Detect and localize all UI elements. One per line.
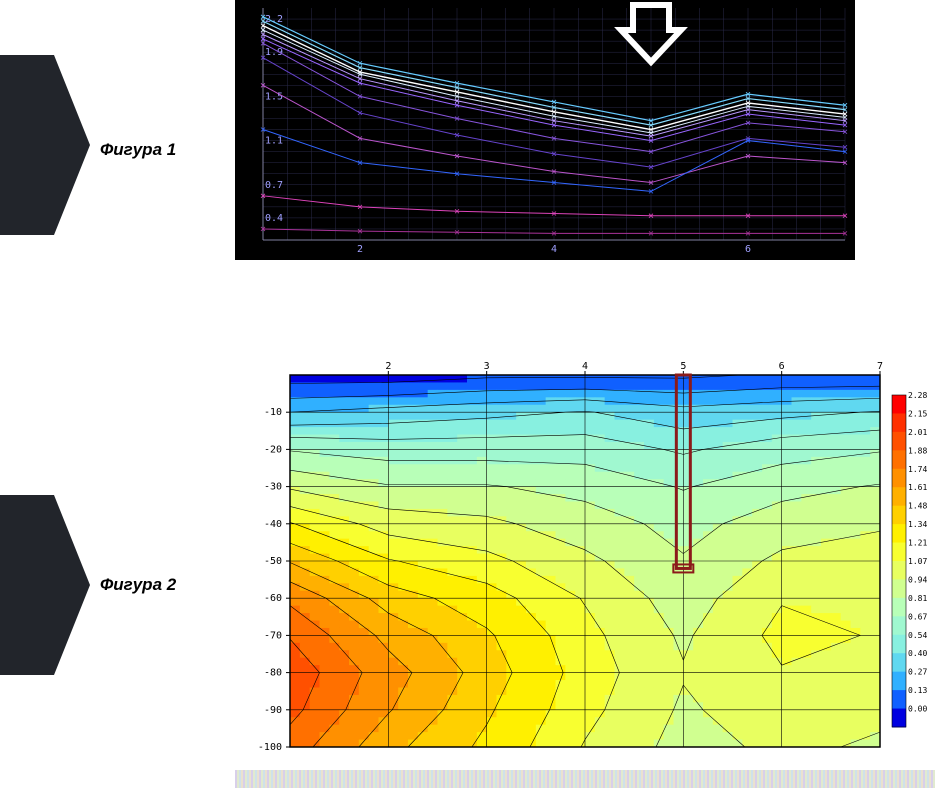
svg-text:-20: -20 (264, 444, 282, 455)
svg-text:1.88: 1.88 (908, 446, 927, 455)
svg-text:6: 6 (779, 361, 785, 372)
svg-text:3: 3 (484, 361, 490, 372)
heatmap-chart: 2 3 4 5 6 7 -10 -20 -30 -40 -50 -60 -70 -80 -90 -100 2.2… (235, 355, 935, 755)
svg-text:1.21: 1.21 (908, 539, 927, 548)
svg-text:-30: -30 (264, 482, 282, 493)
svg-text:0.7: 0.7 (265, 180, 283, 191)
svg-text:-40: -40 (264, 519, 282, 530)
svg-text:5: 5 (680, 361, 686, 372)
svg-text:1.07: 1.07 (908, 557, 927, 566)
svg-text:6: 6 (745, 244, 751, 255)
svg-text:7: 7 (877, 361, 883, 372)
svg-text:-80: -80 (264, 668, 282, 679)
svg-text:0.4: 0.4 (265, 213, 283, 224)
svg-text:0.54: 0.54 (908, 631, 927, 640)
svg-text:2.15: 2.15 (908, 409, 927, 418)
noise-strip (235, 770, 935, 788)
svg-text:-70: -70 (264, 630, 282, 641)
svg-text:0.67: 0.67 (908, 612, 927, 621)
pentagon-marker-1 (0, 55, 90, 235)
svg-text:1.1: 1.1 (265, 136, 283, 147)
svg-text:1.61: 1.61 (908, 483, 927, 492)
svg-text:0.00: 0.00 (908, 705, 927, 714)
svg-text:0.81: 0.81 (908, 594, 927, 603)
svg-text:1.48: 1.48 (908, 502, 927, 511)
svg-text:1.5: 1.5 (265, 91, 283, 102)
svg-text:1.74: 1.74 (908, 465, 927, 474)
svg-text:0.13: 0.13 (908, 686, 927, 695)
svg-text:-90: -90 (264, 705, 282, 716)
svg-text:2: 2 (357, 244, 363, 255)
svg-text:2.01: 2.01 (908, 428, 927, 437)
svg-text:0.40: 0.40 (908, 649, 927, 658)
svg-text:-50: -50 (264, 556, 282, 567)
svg-text:4: 4 (582, 361, 588, 372)
pentagon-marker-2 (0, 495, 90, 675)
figure-2-label: Фигура 2 (100, 575, 176, 595)
svg-text:0.94: 0.94 (908, 575, 927, 584)
svg-text:2.28: 2.28 (908, 391, 927, 400)
svg-text:-60: -60 (264, 593, 282, 604)
figure-1-label: Фигура 1 (100, 140, 176, 160)
svg-text:-100: -100 (258, 742, 282, 753)
svg-text:2: 2 (385, 361, 391, 372)
svg-text:1.34: 1.34 (908, 520, 927, 529)
svg-text:-10: -10 (264, 407, 282, 418)
svg-text:4: 4 (551, 244, 557, 255)
svg-text:0.27: 0.27 (908, 668, 927, 677)
line-chart: 0.40.71.11.51.92.2246 (235, 0, 855, 260)
